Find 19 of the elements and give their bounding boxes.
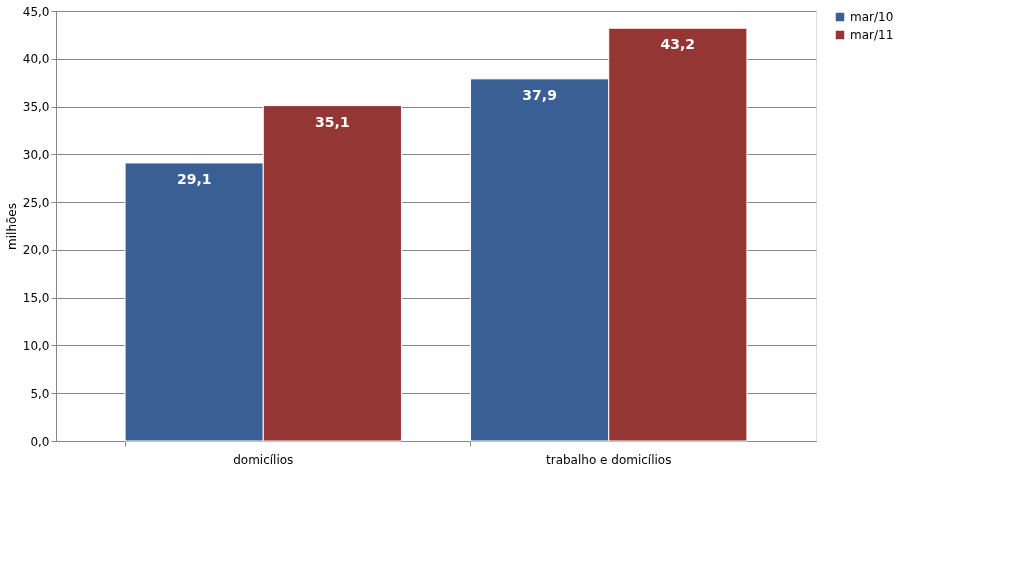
y-tick-label: 40,0 bbox=[22, 52, 50, 67]
y-tick-label: 10,0 bbox=[22, 338, 50, 353]
y-tick-label: 5,0 bbox=[30, 386, 50, 401]
data-label: 29,1 bbox=[176, 170, 212, 187]
data-label: 35,1 bbox=[315, 113, 350, 130]
data-label: 37,9 bbox=[522, 86, 557, 103]
legend-label: mar/10 bbox=[850, 10, 894, 24]
y-tick-label: 45,0 bbox=[22, 4, 50, 19]
legend-label: mar/11 bbox=[850, 28, 894, 42]
x-tick-label: domicílios bbox=[233, 452, 294, 467]
x-tick-label: trabalho e domicílios bbox=[546, 452, 672, 467]
y-tick-label: 30,0 bbox=[22, 147, 50, 162]
y-axis-title: milhões bbox=[4, 203, 19, 250]
y-tick-label: 15,0 bbox=[22, 291, 50, 306]
data-label: 43,2 bbox=[660, 36, 696, 53]
y-tick-label: 25,0 bbox=[22, 195, 50, 210]
y-tick-label: 0,0 bbox=[30, 434, 50, 449]
y-tick-label: 35,0 bbox=[22, 100, 50, 115]
y-tick-label: 20,0 bbox=[22, 243, 50, 258]
